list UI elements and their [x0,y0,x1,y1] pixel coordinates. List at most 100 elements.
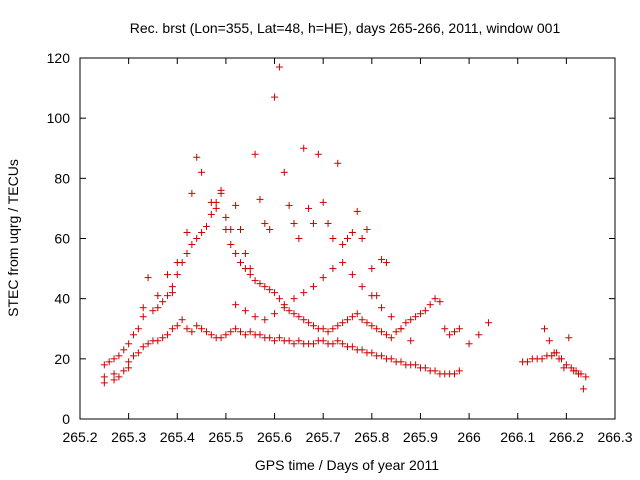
data-point [358,316,366,324]
data-point [217,334,225,342]
data-point [421,364,429,372]
data-point [387,334,395,342]
data-point [125,364,133,372]
data-point [382,259,390,267]
data-point [280,304,288,312]
data-point [159,298,167,306]
data-point [485,319,493,327]
data-point [110,376,118,384]
data-point [246,328,254,336]
data-point [382,331,390,339]
y-tick-label: 100 [47,110,71,126]
data-point [358,346,366,354]
data-point [412,361,420,369]
data-point [368,292,376,300]
data-point [319,274,327,282]
data-point [407,316,415,324]
data-point [397,325,405,333]
data-point [120,346,128,354]
x-tick-label: 265.7 [306,429,341,445]
data-point [251,313,259,321]
data-point [198,325,206,333]
data-point [241,250,249,258]
data-point [222,213,230,221]
data-point [368,265,376,273]
data-point [290,219,298,227]
x-tick-label: 265.5 [208,429,243,445]
data-point [266,334,274,342]
data-point [451,370,458,378]
data-point [329,235,337,242]
data-point [275,63,283,71]
data-point [344,235,351,242]
data-point [173,259,181,267]
data-point [431,367,439,375]
data-point [237,225,244,233]
data-point [164,271,172,279]
data-point [232,201,240,209]
data-point [285,307,293,315]
y-tick-label: 20 [54,351,70,367]
data-point [154,304,162,312]
data-point [348,313,356,321]
data-point [212,204,220,212]
data-point [159,334,167,342]
data-point [339,319,347,327]
data-point [344,316,351,324]
data-point [295,235,303,242]
data-point [173,271,181,279]
data-point [334,337,342,345]
data-point [139,313,147,321]
data-point [173,322,181,330]
data-point [232,250,240,258]
data-point [183,228,191,236]
data-point [570,367,578,375]
data-point [275,295,283,303]
data-point [446,331,454,339]
data-point [207,210,215,218]
data-point [144,340,152,348]
data-point [421,307,429,315]
data-point [217,186,225,194]
data-point [523,358,531,366]
data-point [309,340,317,348]
data-point [256,280,264,288]
y-tick-label: 80 [54,170,70,186]
data-point [309,283,317,291]
data-point [193,322,201,330]
data-point [309,322,317,330]
data-point [202,222,210,230]
data-point [246,265,254,273]
data-point [280,168,288,176]
data-point [387,355,395,363]
data-point [120,367,128,375]
data-point [305,204,313,212]
data-point [378,256,386,264]
data-point [397,358,405,366]
data-point [412,313,420,321]
data-point [455,367,463,375]
data-point [295,313,303,321]
data-point [465,340,473,348]
data-point [130,331,137,339]
x-tick-label: 266.2 [549,429,584,445]
data-point [329,340,337,348]
data-point [125,340,133,348]
data-point [139,343,147,351]
y-axis-label: STEC from uqrg / TECUs [5,159,21,317]
data-point [305,319,313,327]
data-point [373,325,381,333]
data-point [134,349,142,357]
data-point [164,331,172,339]
data-point [251,277,259,285]
data-point [295,337,303,345]
x-tick-label: 265.4 [160,429,195,445]
y-tick-label: 120 [47,50,71,66]
data-point [353,310,361,318]
data-point [314,150,322,158]
data-point [329,265,337,273]
x-tick-label: 265.9 [403,429,438,445]
data-point [300,144,308,152]
data-point [575,370,583,378]
data-point [441,325,449,333]
